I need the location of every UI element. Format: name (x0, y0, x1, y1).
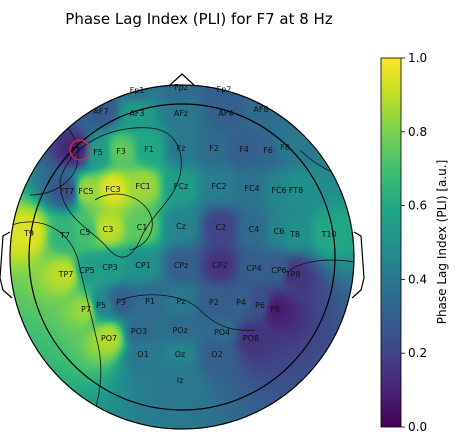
electrode-label-cp1: CP1 (135, 261, 151, 270)
electrode-label-fc6: FC6 (271, 186, 286, 195)
electrode-label-af8: AF8 (253, 105, 268, 114)
electrode-label-p7: P7 (81, 305, 91, 314)
inner-circle (28, 103, 336, 411)
colorbar-tick-label: 0.2 (408, 346, 427, 360)
electrode-label-o2: O2 (211, 350, 222, 359)
electrode-label-p2: P2 (209, 298, 219, 307)
electrode-label-p3: P3 (116, 298, 126, 307)
electrode-label-o1: O1 (137, 350, 148, 359)
electrode-label-oz: Oz (175, 350, 186, 359)
electrode-label-po4: PO4 (214, 328, 230, 337)
nose (168, 73, 196, 87)
electrode-label-cp2: CP2 (212, 261, 228, 270)
electrode-label-f7: F7 (71, 146, 81, 155)
electrode-label-fc2: FC2 (211, 182, 226, 191)
electrode-label-af7: AF7 (93, 107, 108, 116)
electrode-label-p1: P1 (145, 297, 155, 306)
contour-line (59, 127, 182, 258)
electrode-label-c6: C6 (274, 227, 285, 236)
scalp-map (10, 85, 354, 429)
electrode-label-f4: F4 (239, 145, 249, 154)
electrode-label-tp7: TP7 (58, 270, 74, 279)
electrode-label-cp6: CP6 (271, 266, 287, 275)
electrode-label-poz: POz (172, 326, 187, 335)
electrode-label-f1: F1 (144, 145, 154, 154)
contour-line (94, 193, 153, 251)
electrode-label-t10: T10 (320, 230, 336, 239)
seed-marker-circle (69, 139, 91, 161)
contour-line (119, 294, 256, 331)
electrode-label-c2: C2 (216, 223, 227, 232)
colorbar-tick-label: 1.0 (408, 51, 427, 65)
electrode-label-af4: AF4 (218, 109, 233, 118)
electrode-label-fc3: FC3 (105, 185, 120, 194)
electrode-labels: Fp1 Fpz Fp2 AF7 AF3 AFz AF4 AF8 F7 F5 F3 F1 Fz F2 F4 F6… (23, 83, 337, 385)
electrode-label-c5: C5 (80, 228, 91, 237)
electrode-label-ft7: FT7 (60, 187, 74, 196)
electrode-label-f6: F6 (263, 146, 273, 155)
electrode-label-fcz: FCz (174, 182, 188, 191)
colorbar-ticks: 0.0 0.2 0.4 0.6 0.8 1.0 (401, 51, 427, 434)
electrode-label-fc5: FC5 (78, 187, 93, 196)
electrode-label-c3: C3 (103, 225, 114, 234)
colorbar-tick-label: 0.8 (408, 125, 427, 139)
electrode-label-iz: Iz (177, 376, 184, 385)
electrode-label-f8: F8 (280, 143, 290, 152)
electrode-label-po3: PO3 (131, 327, 147, 336)
electrode-label-afz: AFz (174, 109, 188, 118)
electrode-label-t9: T9 (23, 229, 34, 238)
electrode-label-p5: P5 (96, 301, 106, 310)
electrode-label-pz: Pz (176, 297, 185, 306)
electrode-label-f5: F5 (93, 148, 103, 157)
colorbar-gradient (380, 57, 402, 428)
electrode-label-c1: C1 (137, 223, 148, 232)
right-ear (351, 231, 365, 299)
electrode-label-f3: F3 (116, 147, 126, 156)
electrode-label-cp5: CP5 (79, 266, 95, 275)
electrode-label-af3: AF3 (129, 109, 144, 118)
head-circle (9, 84, 355, 430)
chart-title: Phase Lag Index (PLI) for F7 at 8 Hz (65, 10, 333, 28)
electrode-label-fp1: Fp1 (130, 86, 145, 95)
electrode-label-cpz: CPz (174, 261, 189, 270)
electrode-label-p8: P8 (270, 305, 280, 314)
electrode-label-fc1: FC1 (135, 182, 150, 191)
electrode-label-t8: T8 (289, 230, 300, 239)
electrode-label-f2: F2 (209, 144, 219, 153)
electrode-label-fz: Fz (177, 144, 186, 153)
colorbar: 0.0 0.2 0.4 0.6 0.8 1.0 Phase Lag Index (PLI)… (380, 51, 449, 434)
left-ear (0, 231, 13, 299)
contour-line (289, 259, 354, 271)
pli-heatmap-surface (10, 85, 354, 429)
electrode-label-po8: PO8 (243, 334, 259, 343)
head-outline (0, 73, 365, 430)
electrode-label-ft8: FT8 (289, 186, 303, 195)
electrode-label-po7: PO7 (101, 334, 117, 343)
electrode-label-t7: T7 (59, 231, 70, 240)
electrode-label-cp3: CP3 (102, 263, 118, 272)
electrode-label-p6: P6 (255, 301, 265, 310)
electrode-label-fpz: Fpz (174, 83, 188, 92)
colorbar-tick-label: 0.4 (408, 272, 427, 286)
electrode-label-tp8: TP8 (285, 270, 301, 279)
electrode-label-p4: P4 (236, 298, 246, 307)
electrode-label-fp2: Fp2 (217, 85, 232, 94)
electrode-label-c4: C4 (249, 225, 260, 234)
colorbar-tick-label: 0.0 (408, 420, 427, 434)
colorbar-label: Phase Lag Index (PLI) [a.u.] (435, 160, 449, 325)
electrode-label-cz: Cz (176, 222, 186, 231)
electrode-label-cp4: CP4 (246, 264, 262, 273)
colorbar-tick-label: 0.6 (408, 199, 427, 213)
electrode-label-fc4: FC4 (244, 184, 259, 193)
